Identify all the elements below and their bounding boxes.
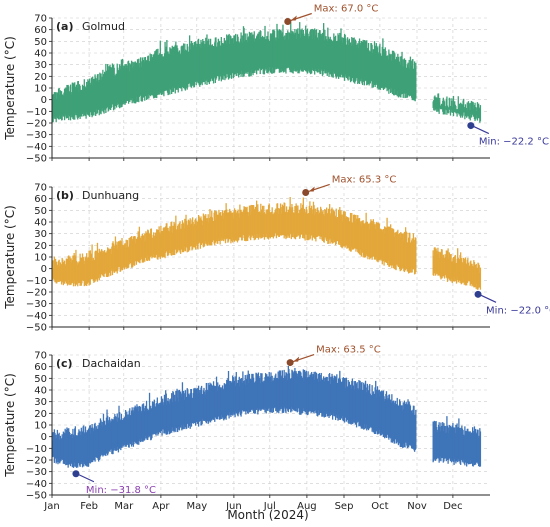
y-tick-label: 50 [34,374,47,385]
panel-label: (c) [56,357,73,370]
x-tick-label: Mar [114,501,134,512]
y-tick-label: 60 [34,362,47,373]
max-annotation: Max: 67.0 °C [314,4,379,15]
y-tick-label: 20 [34,72,47,83]
panel-label: (a) [56,20,73,33]
max-arrow-head [308,186,315,192]
x-tick-label: Nov [407,501,427,512]
x-tick-label: Aug [297,501,317,512]
y-tick-label: −50 [26,154,47,165]
y-tick-label: −10 [26,444,47,455]
y-axis-label: Temperature (°C) [3,36,17,141]
y-tick-label: 10 [34,421,47,432]
y-tick-label: 10 [34,253,47,264]
y-axis-label: Temperature (°C) [3,373,17,478]
y-tick-label: −10 [26,107,47,118]
min-marker [72,470,80,478]
x-tick-label: Jun [225,501,242,512]
x-tick-label: Jan [43,501,59,512]
y-tick-label: 40 [34,386,47,397]
x-tick-label: Jul [263,501,276,512]
max-marker [284,18,292,25]
max-annotation: Max: 63.5 °C [316,345,381,356]
x-tick-label: Oct [371,501,388,512]
y-tick-label: 10 [34,84,47,95]
y-tick-label: 30 [34,229,47,240]
y-tick-label: 60 [34,25,47,36]
y-tick-label: 70 [34,183,47,194]
station-name: Dachaidan [82,357,141,370]
max-marker [302,188,310,196]
x-tick-label: Feb [80,501,98,512]
station-name: Dunhuang [82,189,139,202]
min-arrow [78,474,95,483]
y-tick-label: 40 [34,49,47,60]
y-tick-label: 0 [41,264,47,275]
min-annotation: Min: −22.0 °C [486,305,550,316]
y-tick-label: 50 [34,206,47,217]
series-temperature [51,21,482,123]
min-arrow [480,294,497,303]
y-tick-label: −10 [26,276,47,287]
y-tick-label: 0 [41,432,47,443]
panels: −50−40−30−20−10010203040506070Temperatur… [3,4,550,513]
y-tick-label: −40 [26,311,47,322]
y-tick-label: −20 [26,119,47,130]
y-tick-label: 40 [34,218,47,229]
panel-label: (b) [56,189,74,202]
max-marker [286,359,294,367]
y-tick-label: −40 [26,479,47,490]
y-tick-label: 60 [34,194,47,205]
min-marker [474,290,482,298]
y-tick-label: 50 [34,37,47,48]
x-tick-label: May [186,501,207,512]
y-tick-label: 0 [41,95,47,106]
y-tick-label: −30 [26,130,47,141]
min-annotation: Min: −31.8 °C [86,485,156,496]
y-tick-label: 20 [34,241,47,252]
y-tick-label: −30 [26,467,47,478]
y-tick-label: 70 [34,351,47,362]
min-arrow [473,126,490,135]
x-axis-label: Month (2024) [227,508,308,522]
max-arrow-head [293,356,300,362]
y-axis-label: Temperature (°C) [3,205,17,310]
series-temperature [51,365,482,468]
min-marker [467,122,475,130]
y-tick-label: −50 [26,323,47,334]
y-tick-label: 20 [34,409,47,420]
max-annotation: Max: 65.3 °C [332,174,397,185]
y-tick-label: −30 [26,299,47,310]
x-tick-label: Sep [335,501,354,512]
y-tick-label: 30 [34,397,47,408]
max-arrow-head [290,15,297,21]
min-annotation: Min: −22.2 °C [479,137,549,148]
y-tick-label: −20 [26,456,47,467]
x-tick-label: Apr [152,501,170,512]
y-tick-label: 70 [34,14,47,25]
station-name: Golmud [82,20,125,33]
y-tick-label: 30 [34,60,47,71]
y-tick-label: −50 [26,491,47,502]
x-tick-label: Dec [443,501,462,512]
y-tick-label: −20 [26,288,47,299]
series-temperature [51,197,482,290]
y-tick-label: −40 [26,142,47,153]
